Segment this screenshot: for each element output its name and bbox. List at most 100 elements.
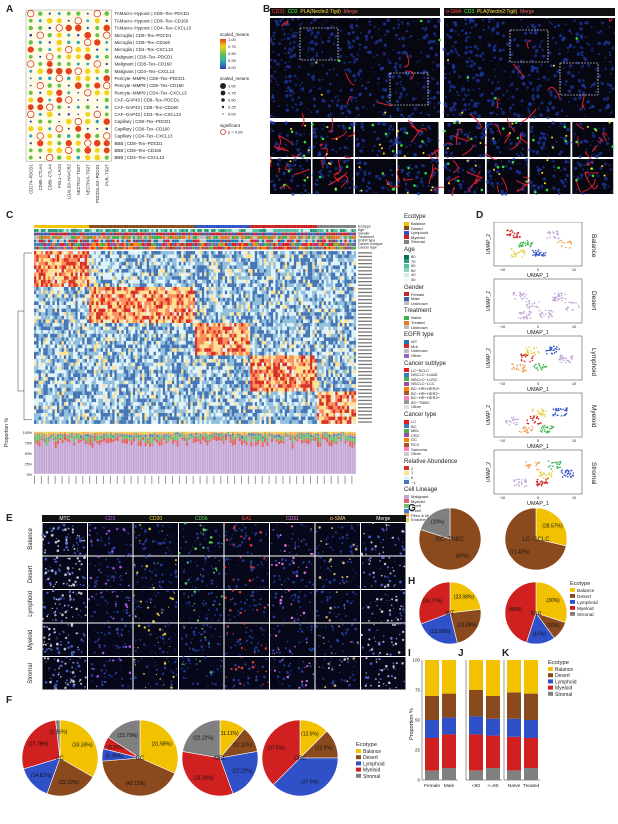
heat-cell	[215, 290, 219, 295]
heat-cell	[282, 265, 285, 270]
heat-cell	[128, 265, 131, 270]
heat-cell	[162, 254, 166, 259]
nucleus	[586, 100, 590, 104]
heat-cell	[280, 301, 283, 306]
dot	[103, 132, 111, 140]
heat-cell	[293, 301, 297, 306]
heat-cell	[139, 265, 143, 270]
nucleus	[361, 138, 366, 143]
nucleus	[571, 74, 575, 78]
heat-cell	[321, 265, 324, 270]
dot	[48, 76, 52, 81]
pla-dot	[479, 142, 482, 145]
heat-cell	[206, 290, 209, 295]
nucleus	[362, 128, 365, 132]
nucleus	[446, 51, 451, 56]
nucleus	[517, 154, 520, 158]
nucleus	[603, 186, 606, 190]
ann-track	[119, 229, 122, 232]
heat-cell	[243, 297, 246, 302]
nucleus	[324, 125, 327, 128]
heat-cell	[178, 265, 182, 270]
heat-cell	[270, 297, 274, 302]
heat-cell	[146, 283, 150, 288]
nucleus	[460, 90, 463, 93]
heat-cell	[73, 287, 76, 291]
nucleus	[321, 40, 324, 44]
ann-ecotype	[80, 225, 83, 228]
heat-cell	[307, 251, 311, 255]
ann-track	[353, 229, 356, 232]
heat-cell	[36, 297, 39, 302]
ann-track	[107, 229, 110, 232]
ann-track	[63, 236, 67, 239]
nucleus	[480, 131, 484, 135]
ann-track	[63, 232, 67, 236]
ann-track	[284, 246, 287, 250]
nucleus	[387, 59, 390, 62]
nucleus	[434, 34, 437, 37]
nucleus	[426, 137, 430, 140]
heat-cell	[128, 279, 131, 284]
heat-cell	[176, 272, 179, 277]
heat-cell	[112, 297, 115, 302]
ann-track	[185, 229, 189, 232]
nucleus	[335, 18, 337, 20]
heat-cell	[146, 254, 150, 259]
ann-track	[73, 239, 76, 243]
ann-ecotype	[250, 225, 253, 228]
heat-cell	[323, 290, 327, 295]
nucleus	[580, 53, 584, 57]
heat-cell	[215, 251, 219, 255]
nucleus	[372, 55, 375, 58]
nucleus	[420, 177, 423, 180]
ann-track	[236, 236, 239, 239]
heat-cell	[206, 258, 209, 262]
heat-cell	[206, 251, 209, 255]
ann-track	[93, 246, 97, 250]
heat-cell	[107, 269, 110, 273]
heat-cell	[59, 283, 62, 288]
heat-cell	[208, 283, 212, 288]
heat-cell	[40, 254, 44, 259]
col-label: FGL1−LAG3	[57, 164, 62, 188]
nucleus	[335, 150, 338, 153]
heat-cell	[190, 269, 193, 273]
heat-cell	[116, 279, 120, 284]
heat-cell	[300, 254, 304, 259]
nucleus	[422, 69, 427, 74]
heat-cell	[298, 276, 301, 280]
heat-cell	[303, 276, 306, 280]
ann-track	[162, 239, 166, 243]
heat-cell	[84, 269, 87, 273]
heat-cell	[330, 261, 334, 266]
heat-cell	[333, 265, 336, 270]
heat-cell	[59, 297, 62, 302]
ann-track	[273, 243, 276, 246]
nucleus	[314, 34, 318, 39]
heat-cell	[238, 283, 242, 288]
nucleus	[342, 159, 347, 164]
vessel	[385, 179, 400, 188]
nucleus	[503, 70, 506, 73]
ann-track	[224, 239, 228, 243]
heat-cell	[172, 294, 175, 298]
heat-cell	[296, 290, 299, 295]
heat-cell	[142, 290, 145, 295]
ann-track	[66, 243, 69, 246]
heat-cell	[45, 279, 48, 284]
nucleus	[345, 116, 348, 118]
heat-cell	[47, 290, 51, 295]
heat-cell	[351, 265, 354, 270]
ann-track	[197, 239, 200, 243]
heat-cell	[70, 279, 74, 284]
heat-cell	[47, 254, 51, 259]
heat-cell	[284, 254, 288, 259]
nucleus	[303, 184, 306, 187]
vessel	[589, 183, 599, 190]
nucleus	[530, 188, 533, 190]
nucleus	[291, 174, 295, 178]
ann-track	[213, 246, 216, 250]
nucleus	[334, 96, 337, 99]
